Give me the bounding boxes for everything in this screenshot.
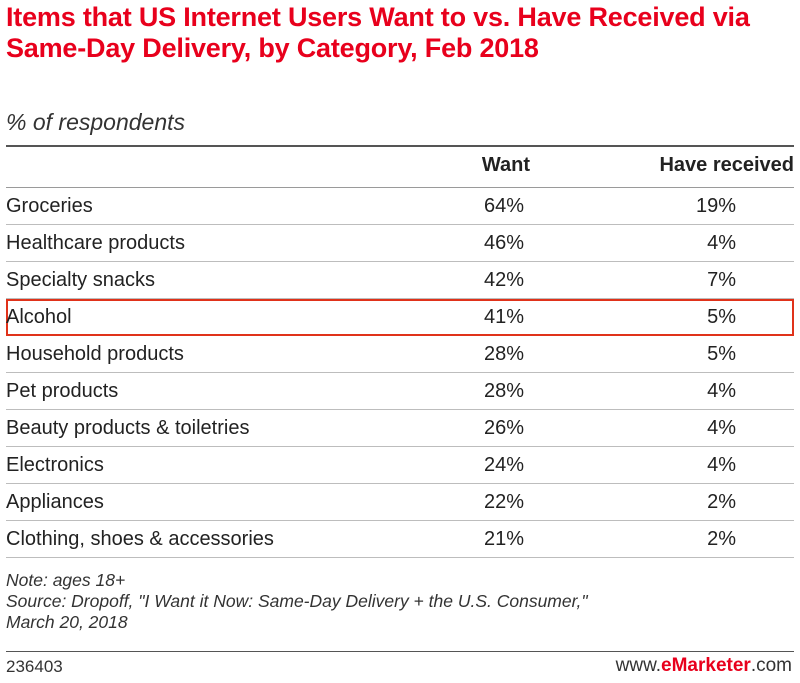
table-header: Want Have received bbox=[6, 147, 794, 188]
row-have-received-value: 4% bbox=[707, 417, 736, 439]
row-want-value: 22% bbox=[483, 491, 524, 513]
brand-suffix: .com bbox=[750, 655, 792, 676]
row-category: Electronics bbox=[6, 454, 104, 476]
row-want-value: 42% bbox=[483, 269, 524, 291]
chart-subtitle: % of respondents bbox=[6, 109, 186, 135]
row-have-received-value: 19% bbox=[695, 195, 736, 217]
row-have-received-value: 5% bbox=[707, 343, 736, 365]
row-want-value: 28% bbox=[483, 380, 524, 402]
table-row: Groceries 64% 19% bbox=[6, 188, 794, 225]
footnote: Note: ages 18+ Source: Dropoff, "I Want … bbox=[6, 570, 796, 633]
row-want-value: 64% bbox=[483, 195, 524, 217]
row-category: Groceries bbox=[6, 195, 93, 217]
table-row: Specialty snacks 42% 7% bbox=[6, 262, 794, 299]
row-have-received-value: 2% bbox=[707, 491, 736, 513]
table-row: Pet products 28% 4% bbox=[6, 373, 794, 410]
chart-title: Items that US Internet Users Want to vs.… bbox=[6, 2, 750, 63]
row-want-value: 24% bbox=[483, 454, 524, 476]
table-row: Healthcare products 46% 4% bbox=[6, 225, 794, 262]
table-row: Beauty products & toiletries 26% 4% bbox=[6, 410, 794, 447]
table-row: Appliances 22% 2% bbox=[6, 484, 794, 521]
brand-prefix: www. bbox=[615, 655, 662, 676]
column-header-want: Want bbox=[481, 154, 530, 176]
bottom-divider bbox=[6, 651, 794, 652]
row-want-value: 26% bbox=[483, 417, 524, 439]
row-have-received-value: 2% bbox=[707, 528, 736, 550]
row-category: Specialty snacks bbox=[6, 269, 155, 291]
note-text: Note: ages 18+ bbox=[6, 570, 126, 590]
source-date: March 20, 2018 bbox=[6, 612, 128, 632]
table-row-highlighted: Alcohol 41% 5% bbox=[6, 299, 794, 336]
row-have-received-value: 5% bbox=[707, 306, 736, 328]
source-text: Source: Dropoff, "I Want it Now: Same-Da… bbox=[6, 591, 588, 611]
row-want-value: 21% bbox=[483, 528, 524, 550]
table-row: Clothing, shoes & accessories 21% 2% bbox=[6, 521, 794, 558]
row-have-received-value: 7% bbox=[707, 269, 736, 291]
row-want-value: 28% bbox=[483, 343, 524, 365]
row-want-value: 46% bbox=[483, 232, 524, 254]
column-header-have-received: Have received bbox=[659, 154, 794, 176]
row-want-value: 41% bbox=[483, 306, 524, 328]
row-category: Pet products bbox=[6, 380, 119, 402]
top-divider bbox=[6, 145, 794, 147]
chart-id: 236403 bbox=[6, 657, 63, 676]
brand-name: eMarketer bbox=[661, 655, 751, 676]
row-category: Clothing, shoes & accessories bbox=[6, 528, 274, 550]
row-have-received-value: 4% bbox=[707, 232, 736, 254]
data-table: Want Have received Groceries 64% 19% Health… bbox=[6, 147, 794, 558]
table-row: Electronics 24% 4% bbox=[6, 447, 794, 484]
row-category: Alcohol bbox=[6, 306, 72, 328]
table-body: Groceries 64% 19% Healthcare products 46% 4% S… bbox=[6, 188, 794, 558]
row-have-received-value: 4% bbox=[707, 454, 736, 476]
row-category: Household products bbox=[6, 343, 184, 365]
row-category: Appliances bbox=[6, 491, 104, 513]
row-category: Healthcare products bbox=[6, 232, 185, 254]
row-category: Beauty products & toiletries bbox=[6, 417, 250, 439]
row-have-received-value: 4% bbox=[707, 380, 736, 402]
table-row: Household products 28% 5% bbox=[6, 336, 794, 373]
brand-url[interactable]: www.eMarketer.com bbox=[616, 655, 792, 677]
